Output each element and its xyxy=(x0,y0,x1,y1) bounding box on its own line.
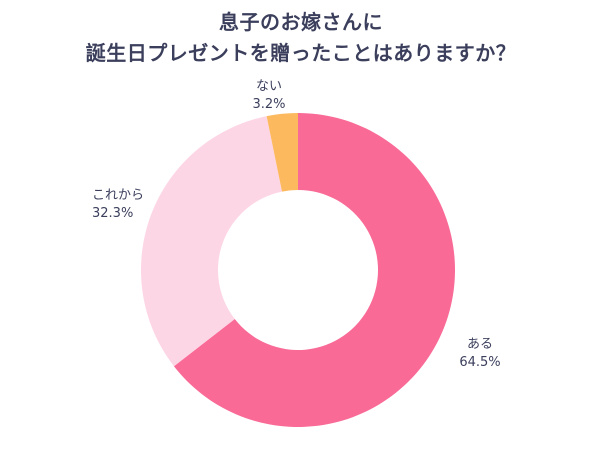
chart-title-line-2: 誕生日プレゼントを贈ったことはありますか？ xyxy=(85,41,517,65)
slice-value-3: 3.2% xyxy=(252,97,285,112)
slice-value-1: 64.5% xyxy=(459,355,500,370)
slice-label-3: ない xyxy=(256,79,282,94)
donut-slice-3 xyxy=(266,113,298,192)
donut-slices xyxy=(141,113,456,427)
donut-labels: ある 64.5% これから 32.3% ない 3.2% xyxy=(92,79,501,370)
donut-slice-2 xyxy=(141,116,283,367)
slice-label-2: これから xyxy=(92,188,144,203)
slice-label-1: ある xyxy=(467,337,493,352)
chart-title-line-1: 息子のお嫁さんに xyxy=(219,10,383,34)
donut-slice-1 xyxy=(173,113,456,427)
slice-value-2: 32.3% xyxy=(92,206,133,221)
